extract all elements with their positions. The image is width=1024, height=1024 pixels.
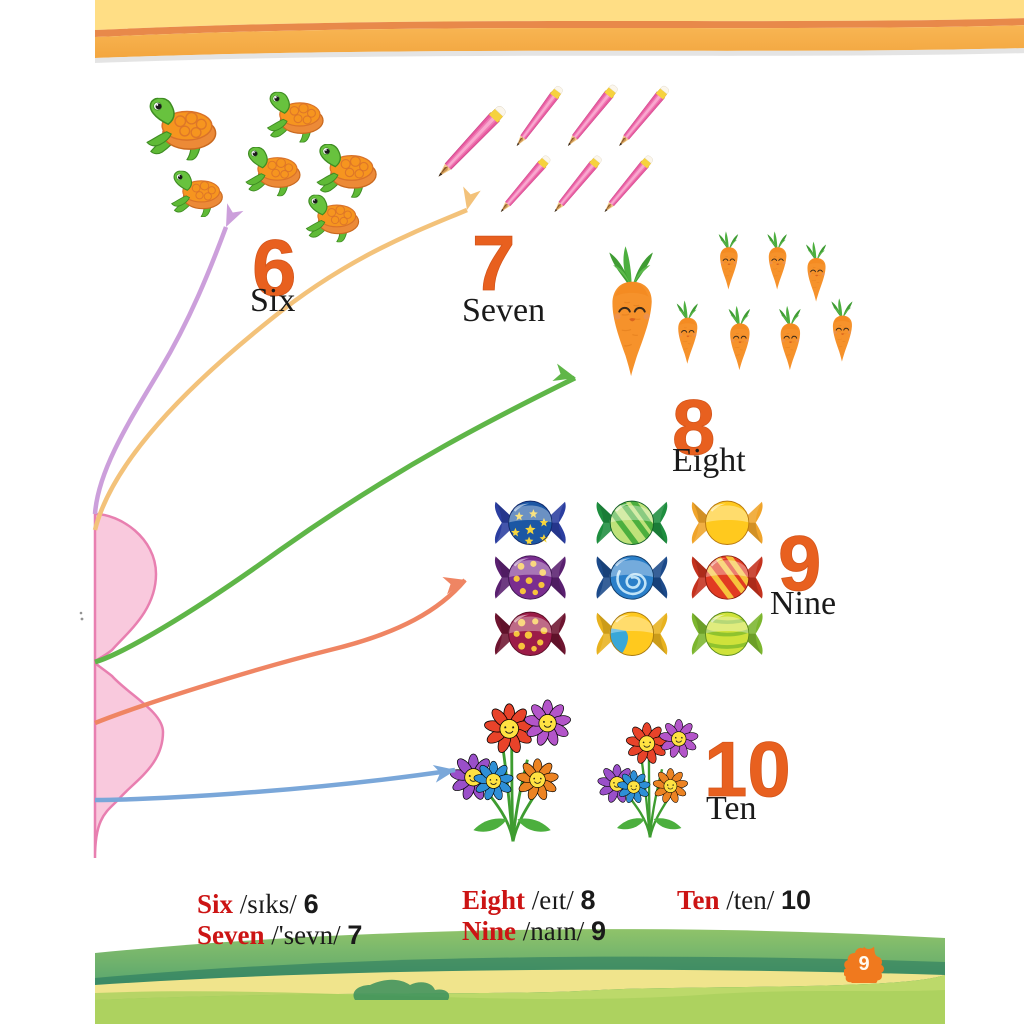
svg-text:9: 9 (858, 953, 869, 975)
